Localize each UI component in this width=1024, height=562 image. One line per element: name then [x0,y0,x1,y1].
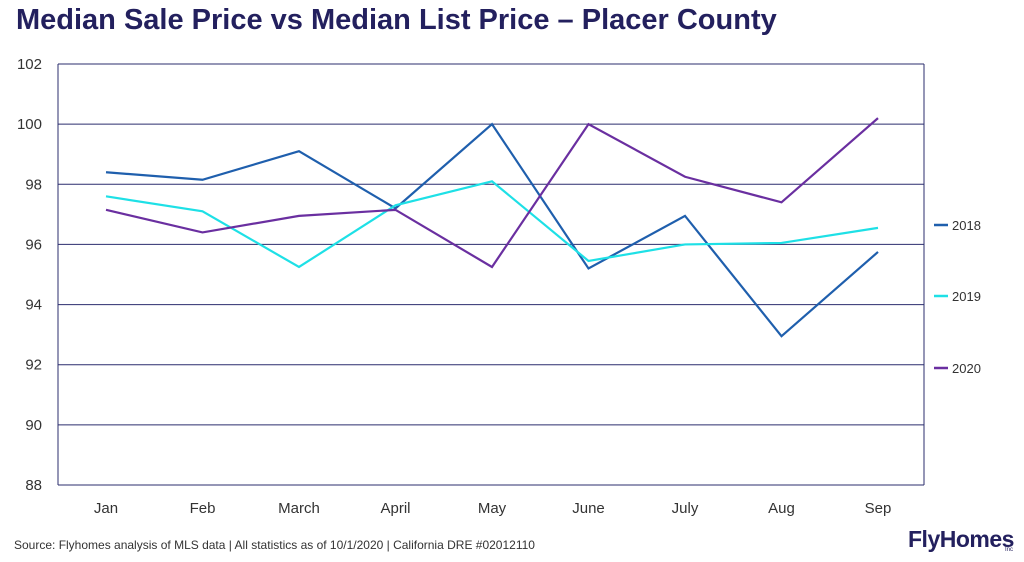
x-tick-label: Sep [865,500,892,517]
series-layer [105,117,879,338]
legend-label-2018: 2018 [952,218,981,233]
legend-label-2019: 2019 [952,289,981,304]
y-tick-label: 102 [17,56,42,73]
series-line-2018 [105,122,879,338]
x-tick-label: July [672,500,699,517]
x-tick-label: March [278,500,320,517]
chart-title: Median Sale Price vs Median List Price –… [16,4,777,36]
flyhomes-logo-suffix: Inc [1005,547,1014,553]
flyhomes-logo: FlyHomes [908,526,1014,552]
y-axis-ticks: 88 90 92 94 96 98 100 102 [17,56,42,494]
legend: 2018 2019 2020 [934,218,981,376]
y-tick-label: 100 [17,116,42,133]
x-tick-label: April [380,500,410,517]
x-tick-label: June [572,500,605,517]
x-tick-label: Aug [768,500,795,517]
x-tick-label: Jan [94,500,118,517]
y-tick-label: 92 [25,357,42,374]
source-note: Source: Flyhomes analysis of MLS data | … [14,538,535,552]
legend-label-2020: 2020 [952,361,981,376]
series-line-2020 [105,117,879,269]
x-tick-label: Feb [190,500,216,517]
y-tick-label: 88 [25,477,42,494]
y-tick-label: 90 [25,417,42,434]
y-tick-label: 98 [25,176,42,193]
x-tick-label: May [478,500,507,517]
series-line-2019 [105,180,879,269]
y-tick-label: 94 [25,297,42,314]
y-tick-label: 96 [25,236,42,253]
x-axis-ticks: Jan Feb March April May June July Aug Sep [94,500,891,517]
grid-layer [57,63,925,486]
